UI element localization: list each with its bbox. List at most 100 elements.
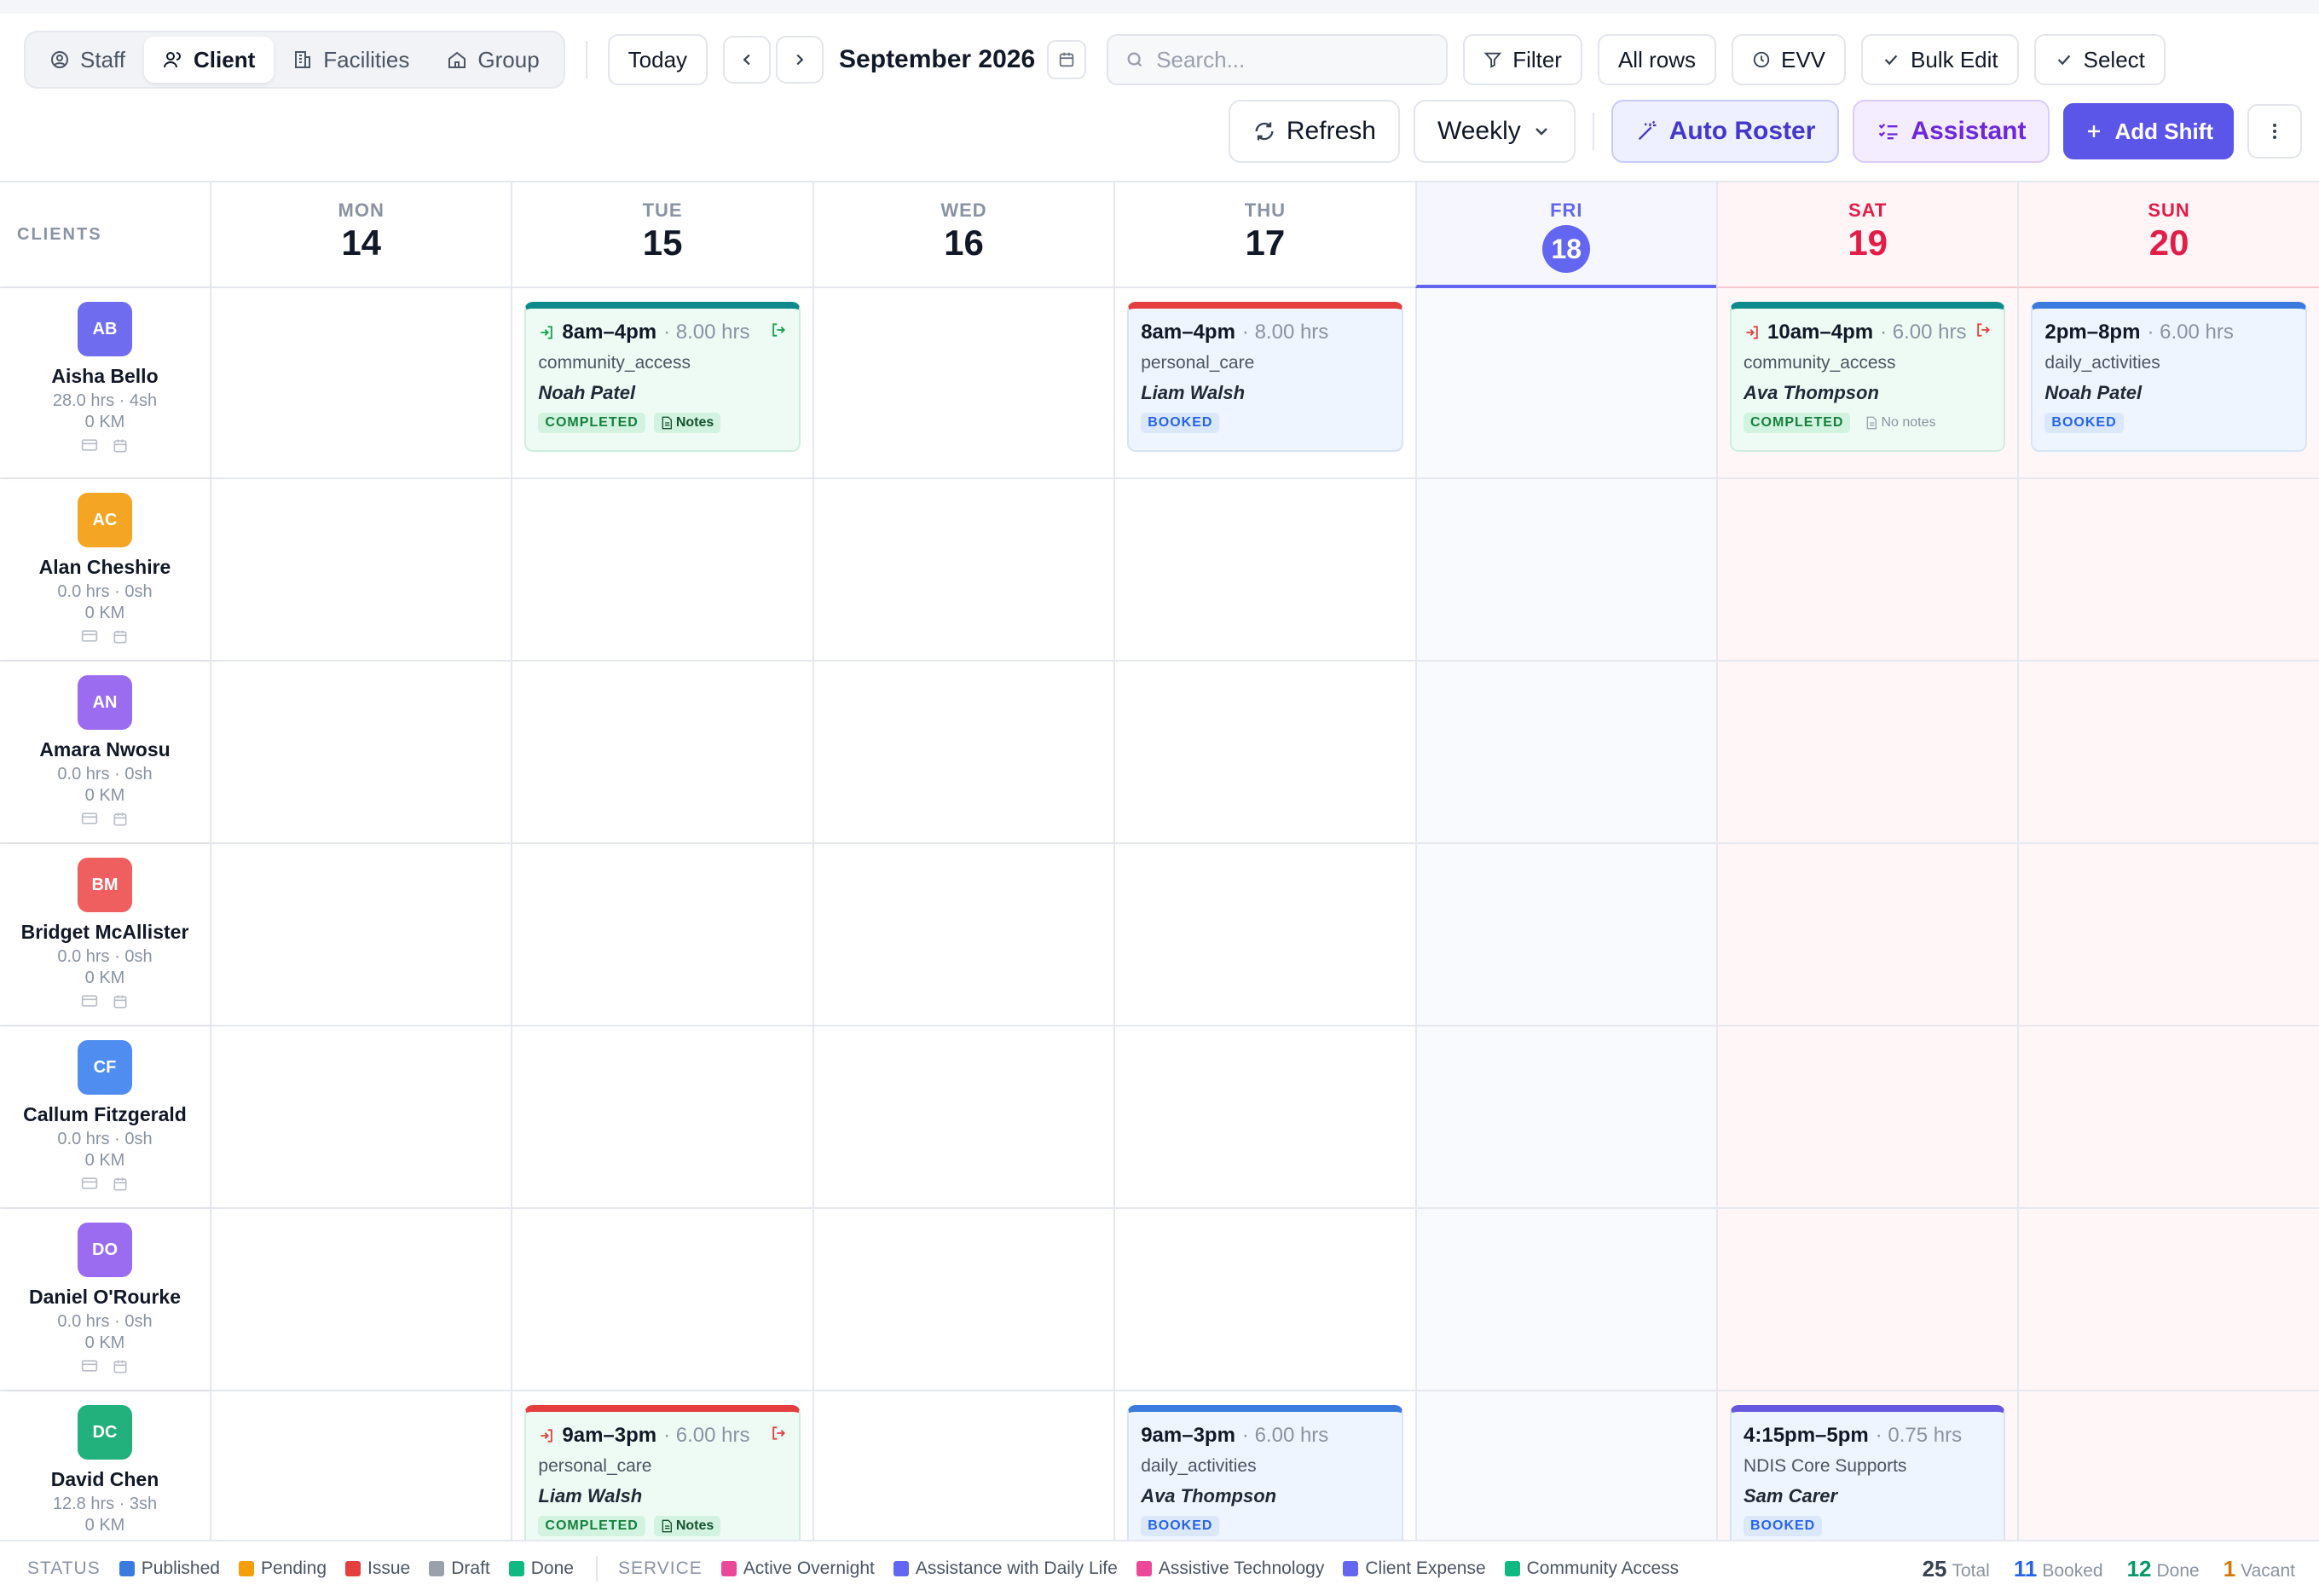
day-cell[interactable] xyxy=(210,662,511,842)
day-cell[interactable] xyxy=(2017,1209,2319,1390)
calendar-icon[interactable] xyxy=(112,437,129,454)
refresh-button[interactable]: Refresh xyxy=(1228,100,1400,163)
day-cell[interactable] xyxy=(2017,1026,2319,1207)
notes-badge[interactable]: No notes xyxy=(1859,413,1942,433)
day-cell[interactable] xyxy=(210,1391,511,1540)
day-cell[interactable]: 9am–3pm · 6.00 hrs daily_activities Ava Tho… xyxy=(1113,1391,1414,1540)
day-header-tue[interactable]: TUE 15 xyxy=(511,182,813,288)
card-icon[interactable] xyxy=(81,993,98,1009)
day-cell[interactable] xyxy=(511,1209,812,1390)
day-cell[interactable] xyxy=(812,1391,1113,1540)
day-header-sat[interactable]: SAT 19 xyxy=(1716,182,2018,288)
client-cell[interactable]: DC David Chen 12.8 hrs · 3sh 0 KM xyxy=(0,1391,210,1540)
day-cell[interactable] xyxy=(1716,662,2018,842)
day-header-thu[interactable]: THU 17 xyxy=(1113,182,1415,288)
day-cell[interactable] xyxy=(511,1026,812,1207)
shift-card[interactable]: 4:15pm–5pm · 0.75 hrs NDIS Core Supports Sa… xyxy=(1730,1405,2006,1540)
shift-card[interactable]: 8am–4pm · 8.00 hrs community_access Noah Pa… xyxy=(524,302,801,452)
card-icon[interactable] xyxy=(81,437,98,453)
day-cell[interactable] xyxy=(812,288,1113,477)
day-cell[interactable] xyxy=(812,662,1113,842)
day-cell[interactable]: 8am–4pm · 8.00 hrs personal_care Liam Walsh… xyxy=(1113,288,1414,477)
card-icon[interactable] xyxy=(81,1358,98,1373)
search-input[interactable] xyxy=(1156,46,1430,73)
client-cell[interactable]: BM Bridget McAllister 0.0 hrs · 0sh 0 KM xyxy=(0,844,210,1025)
day-cell[interactable] xyxy=(1113,479,1414,660)
day-cell[interactable] xyxy=(210,479,511,660)
notes-badge[interactable]: Notes xyxy=(653,1516,721,1536)
view-tab-staff[interactable]: Staff xyxy=(31,37,144,83)
view-tab-client[interactable]: Client xyxy=(144,37,275,83)
day-cell[interactable] xyxy=(1716,1026,2018,1207)
shift-card[interactable]: 2pm–8pm · 6.00 hrs daily_activities Noah Pa… xyxy=(2031,302,2307,452)
day-header-mon[interactable]: MON 14 xyxy=(210,182,512,288)
day-cell[interactable] xyxy=(1716,479,2018,660)
day-cell[interactable] xyxy=(2017,1391,2319,1540)
day-cell[interactable] xyxy=(1414,1209,1716,1390)
view-mode-select[interactable]: Weekly xyxy=(1413,100,1576,163)
day-header-wed[interactable]: WED 16 xyxy=(812,182,1114,288)
shift-card[interactable]: 9am–3pm · 6.00 hrs daily_activities Ava Tho… xyxy=(1127,1405,1403,1540)
day-cell[interactable] xyxy=(812,1209,1113,1390)
add-shift-button[interactable]: Add Shift xyxy=(2063,103,2234,159)
date-picker-button[interactable] xyxy=(1047,40,1087,79)
day-cell[interactable] xyxy=(1716,844,2018,1025)
day-cell[interactable] xyxy=(2017,479,2319,660)
prev-week-button[interactable] xyxy=(723,36,772,84)
client-cell[interactable]: AB Aisha Bello 28.0 hrs · 4sh 0 KM xyxy=(0,288,210,477)
day-cell[interactable] xyxy=(210,1026,511,1207)
day-cell[interactable] xyxy=(1414,662,1716,842)
assistant-button[interactable]: Assistant xyxy=(1853,100,2050,163)
day-cell[interactable]: 10am–4pm · 6.00 hrs community_access Ava Th… xyxy=(1716,288,2018,477)
notes-badge[interactable]: Notes xyxy=(653,413,721,433)
day-cell[interactable] xyxy=(511,479,812,660)
shift-card[interactable]: 10am–4pm · 6.00 hrs community_access Ava Th… xyxy=(1730,302,2006,452)
day-cell[interactable]: 2pm–8pm · 6.00 hrs daily_activities Noah Pa… xyxy=(2017,288,2319,477)
card-icon[interactable] xyxy=(81,628,98,644)
day-cell[interactable] xyxy=(1414,1391,1716,1540)
day-cell[interactable] xyxy=(1113,844,1414,1025)
day-header-fri[interactable]: FRI 18 xyxy=(1414,182,1716,288)
day-cell[interactable] xyxy=(812,1026,1113,1207)
day-cell[interactable]: 4:15pm–5pm · 0.75 hrs NDIS Core Supports Sa… xyxy=(1716,1391,2018,1540)
card-icon[interactable] xyxy=(81,1176,98,1191)
view-tab-group[interactable]: Group xyxy=(428,37,558,83)
calendar-icon[interactable] xyxy=(112,993,129,1010)
day-cell[interactable]: 9am–3pm · 6.00 hrs personal_care Liam Walsh… xyxy=(511,1391,812,1540)
client-cell[interactable]: AN Amara Nwosu 0.0 hrs · 0sh 0 KM xyxy=(0,662,210,842)
day-cell[interactable] xyxy=(511,844,812,1025)
next-week-button[interactable] xyxy=(776,36,824,84)
calendar-icon[interactable] xyxy=(112,1358,129,1375)
day-cell[interactable] xyxy=(812,479,1113,660)
day-cell[interactable] xyxy=(2017,844,2319,1025)
filter-button[interactable]: Filter xyxy=(1463,34,1582,85)
day-cell[interactable] xyxy=(1414,288,1716,477)
auto-roster-button[interactable]: Auto Roster xyxy=(1611,100,1840,163)
day-cell[interactable] xyxy=(210,1209,511,1390)
day-cell[interactable] xyxy=(210,288,511,477)
calendar-icon[interactable] xyxy=(112,1176,129,1193)
day-cell[interactable] xyxy=(1414,844,1716,1025)
shift-card[interactable]: 9am–3pm · 6.00 hrs personal_care Liam Walsh… xyxy=(524,1405,801,1540)
client-cell[interactable]: AC Alan Cheshire 0.0 hrs · 0sh 0 KM xyxy=(0,479,210,660)
day-cell[interactable] xyxy=(1414,479,1716,660)
more-options-button[interactable] xyxy=(2247,104,2302,159)
day-cell[interactable] xyxy=(511,662,812,842)
day-cell[interactable] xyxy=(1716,1209,2018,1390)
bulk-edit-button[interactable]: Bulk Edit xyxy=(1861,34,2019,85)
card-icon[interactable] xyxy=(81,811,98,826)
client-cell[interactable]: DO Daniel O'Rourke 0.0 hrs · 0sh 0 KM xyxy=(0,1209,210,1390)
day-cell[interactable] xyxy=(1113,1026,1414,1207)
all-rows-button[interactable]: All rows xyxy=(1597,34,1716,85)
shift-card[interactable]: 8am–4pm · 8.00 hrs personal_care Liam Walsh… xyxy=(1127,302,1403,452)
calendar-icon[interactable] xyxy=(112,628,129,645)
day-cell[interactable] xyxy=(812,844,1113,1025)
day-cell[interactable] xyxy=(1414,1026,1716,1207)
day-header-sun[interactable]: SUN 20 xyxy=(2017,182,2319,288)
view-tab-facilities[interactable]: Facilities xyxy=(274,37,428,83)
day-cell[interactable]: 8am–4pm · 8.00 hrs community_access Noah Pa… xyxy=(511,288,812,477)
select-button[interactable]: Select xyxy=(2033,34,2166,85)
day-cell[interactable] xyxy=(210,844,511,1025)
day-cell[interactable] xyxy=(1113,1209,1414,1390)
today-button[interactable]: Today xyxy=(607,34,708,85)
